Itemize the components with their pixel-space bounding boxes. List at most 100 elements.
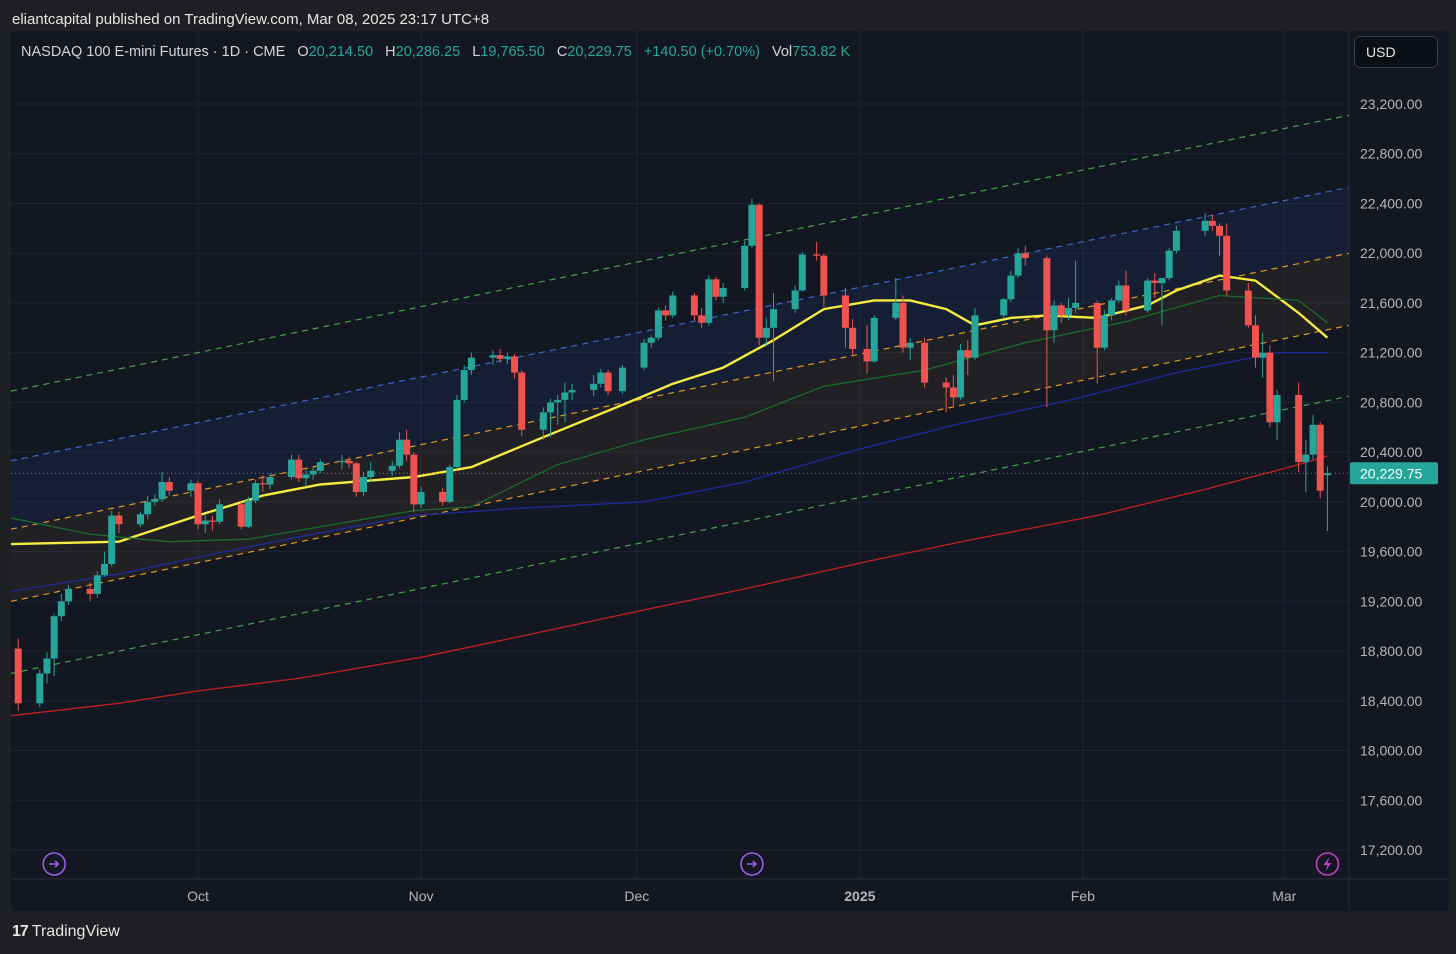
price-axis[interactable]: 17,200.00 17,600.00 18,000.00 18,400.00 18,8…	[1348, 31, 1438, 911]
candle[interactable]	[489, 350, 497, 366]
candle[interactable]	[295, 454, 303, 482]
candles[interactable]	[14, 198, 1331, 711]
time-tick-label[interactable]: Nov	[409, 888, 434, 904]
candle[interactable]	[654, 307, 662, 341]
candle[interactable]	[892, 278, 900, 321]
candle[interactable]	[1201, 213, 1209, 236]
candle[interactable]	[669, 291, 677, 318]
candle[interactable]	[539, 407, 547, 440]
event-markers[interactable]	[42, 852, 1340, 876]
candle[interactable]	[302, 469, 310, 487]
candle[interactable]	[762, 317, 770, 347]
candle[interactable]	[1122, 270, 1130, 316]
candle[interactable]	[1216, 223, 1224, 256]
candle[interactable]	[849, 319, 857, 356]
candle[interactable]	[590, 375, 598, 397]
candle[interactable]	[1108, 297, 1116, 321]
candle[interactable]	[547, 398, 555, 438]
candle[interactable]	[309, 467, 317, 480]
tradingview-logo[interactable]: 17 TradingView	[12, 923, 120, 941]
candle[interactable]	[949, 375, 957, 408]
candle[interactable]	[86, 582, 94, 602]
candle[interactable]	[65, 585, 73, 606]
candle[interactable]	[1295, 382, 1303, 473]
candle[interactable]	[1273, 389, 1281, 440]
candle[interactable]	[798, 251, 806, 292]
candle[interactable]	[899, 295, 907, 353]
candle[interactable]	[367, 462, 375, 482]
candlestick-chart[interactable]: 17,200.00 17,600.00 18,000.00 18,400.00 18,8…	[0, 0, 1456, 912]
time-tick-label[interactable]: Oct	[187, 888, 209, 904]
candle[interactable]	[755, 203, 763, 346]
bolt-icon[interactable]	[1315, 852, 1340, 876]
candle[interactable]	[1064, 297, 1072, 321]
candle[interactable]	[187, 479, 195, 497]
candle[interactable]	[14, 638, 22, 711]
candle[interactable]	[662, 305, 670, 321]
candle[interactable]	[1151, 273, 1159, 298]
candle[interactable]	[791, 285, 799, 313]
candle[interactable]	[460, 365, 468, 403]
candle[interactable]	[503, 352, 511, 364]
candle[interactable]	[57, 593, 65, 622]
candle[interactable]	[1007, 270, 1015, 302]
candle[interactable]	[252, 479, 260, 504]
candle[interactable]	[698, 307, 706, 328]
candle[interactable]	[417, 486, 425, 509]
candle[interactable]	[712, 276, 720, 301]
candle[interactable]	[942, 377, 950, 413]
candle[interactable]	[316, 459, 324, 474]
candle[interactable]	[719, 283, 727, 303]
candle[interactable]	[144, 495, 152, 520]
candle[interactable]	[813, 242, 821, 261]
candle[interactable]	[964, 340, 972, 376]
candle[interactable]	[1251, 315, 1259, 368]
candle[interactable]	[101, 551, 109, 577]
candle[interactable]	[50, 613, 58, 676]
candle[interactable]	[352, 462, 360, 497]
candle[interactable]	[338, 454, 346, 470]
candle[interactable]	[554, 394, 562, 425]
candle[interactable]	[1323, 466, 1331, 532]
candle[interactable]	[1165, 248, 1173, 281]
candle[interactable]	[1014, 248, 1022, 279]
candle[interactable]	[841, 288, 849, 348]
candle[interactable]	[259, 475, 267, 492]
candle[interactable]	[1259, 332, 1267, 378]
candle[interactable]	[604, 370, 612, 395]
candle[interactable]	[1072, 260, 1080, 313]
candle[interactable]	[1158, 278, 1166, 326]
candle[interactable]	[388, 460, 396, 476]
candle[interactable]	[1244, 283, 1252, 328]
candle[interactable]	[971, 307, 979, 361]
candle[interactable]	[216, 499, 224, 525]
candle[interactable]	[618, 365, 626, 394]
candle[interactable]	[410, 452, 418, 512]
candle[interactable]	[1223, 223, 1231, 296]
candle[interactable]	[151, 494, 159, 506]
candle[interactable]	[496, 348, 504, 363]
candle[interactable]	[194, 480, 202, 530]
candle[interactable]	[561, 382, 569, 423]
candle[interactable]	[1000, 297, 1008, 318]
currency-button[interactable]: USD	[1354, 36, 1438, 68]
candle[interactable]	[705, 275, 713, 326]
candle[interactable]	[208, 515, 216, 531]
candle[interactable]	[136, 511, 144, 527]
candle[interactable]	[93, 571, 101, 598]
candle[interactable]	[165, 477, 173, 496]
candle[interactable]	[1266, 345, 1274, 428]
candle[interactable]	[568, 383, 576, 400]
candle[interactable]	[870, 315, 878, 363]
candle[interactable]	[244, 496, 252, 528]
candle[interactable]	[1021, 245, 1029, 266]
candle[interactable]	[906, 337, 914, 361]
candle[interactable]	[158, 472, 166, 502]
candle[interactable]	[1172, 225, 1180, 254]
time-tick-label[interactable]: 2025	[844, 888, 875, 904]
symbol-title[interactable]: NASDAQ 100 E-mini Futures · 1D · CME	[21, 44, 286, 60]
event-arrow-icon[interactable]	[740, 852, 764, 876]
candle[interactable]	[1100, 310, 1108, 351]
candle[interactable]	[741, 240, 749, 291]
time-tick-label[interactable]: Dec	[624, 888, 649, 904]
